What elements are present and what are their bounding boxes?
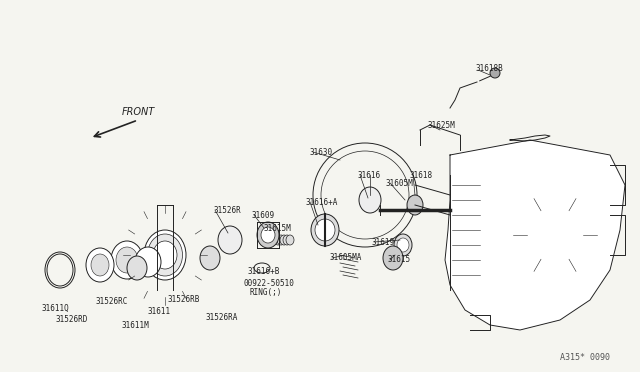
Text: 31526RC: 31526RC xyxy=(95,298,127,307)
Ellipse shape xyxy=(111,241,143,279)
Text: 31611M: 31611M xyxy=(122,321,150,330)
Circle shape xyxy=(490,68,500,78)
Text: 31619: 31619 xyxy=(372,237,395,247)
Ellipse shape xyxy=(277,235,285,245)
Ellipse shape xyxy=(86,248,114,282)
Ellipse shape xyxy=(394,234,412,256)
Ellipse shape xyxy=(407,195,423,215)
Text: 31605M: 31605M xyxy=(385,179,413,187)
Text: 31615: 31615 xyxy=(387,256,410,264)
Ellipse shape xyxy=(274,235,282,245)
Text: 31616: 31616 xyxy=(358,170,381,180)
Text: FRONT: FRONT xyxy=(122,107,155,117)
Text: 00922-50510: 00922-50510 xyxy=(243,279,294,288)
Text: 31609: 31609 xyxy=(252,211,275,219)
Ellipse shape xyxy=(359,187,381,213)
Text: 31611: 31611 xyxy=(148,308,171,317)
Ellipse shape xyxy=(257,222,279,248)
Text: 31605MA: 31605MA xyxy=(330,253,362,263)
Text: 31618B: 31618B xyxy=(475,64,503,73)
Text: RING(;): RING(;) xyxy=(250,288,282,296)
Text: 31526R: 31526R xyxy=(213,205,241,215)
Text: 31526RB: 31526RB xyxy=(168,295,200,305)
Text: A315* 0090: A315* 0090 xyxy=(560,353,610,362)
Ellipse shape xyxy=(311,214,339,246)
Ellipse shape xyxy=(153,241,177,269)
Polygon shape xyxy=(445,140,625,330)
Ellipse shape xyxy=(144,230,186,280)
Text: 31616+A: 31616+A xyxy=(305,198,337,206)
Ellipse shape xyxy=(218,226,242,254)
Text: 31625M: 31625M xyxy=(428,121,456,129)
Ellipse shape xyxy=(280,235,288,245)
Ellipse shape xyxy=(397,238,409,252)
Text: 31526RD: 31526RD xyxy=(55,315,88,324)
Ellipse shape xyxy=(286,235,294,245)
Text: 31615M: 31615M xyxy=(263,224,291,232)
Text: 31611Q: 31611Q xyxy=(42,304,70,312)
Ellipse shape xyxy=(147,234,182,276)
Text: 31630: 31630 xyxy=(310,148,333,157)
Ellipse shape xyxy=(135,247,161,277)
Text: 31618: 31618 xyxy=(410,170,433,180)
Ellipse shape xyxy=(315,219,335,241)
Ellipse shape xyxy=(200,246,220,270)
Ellipse shape xyxy=(127,256,147,280)
Ellipse shape xyxy=(383,246,403,270)
Text: 31526RA: 31526RA xyxy=(205,314,237,323)
Ellipse shape xyxy=(91,254,109,276)
Ellipse shape xyxy=(283,235,291,245)
Text: 31616+B: 31616+B xyxy=(248,267,280,276)
Ellipse shape xyxy=(261,227,275,243)
Ellipse shape xyxy=(116,247,138,273)
